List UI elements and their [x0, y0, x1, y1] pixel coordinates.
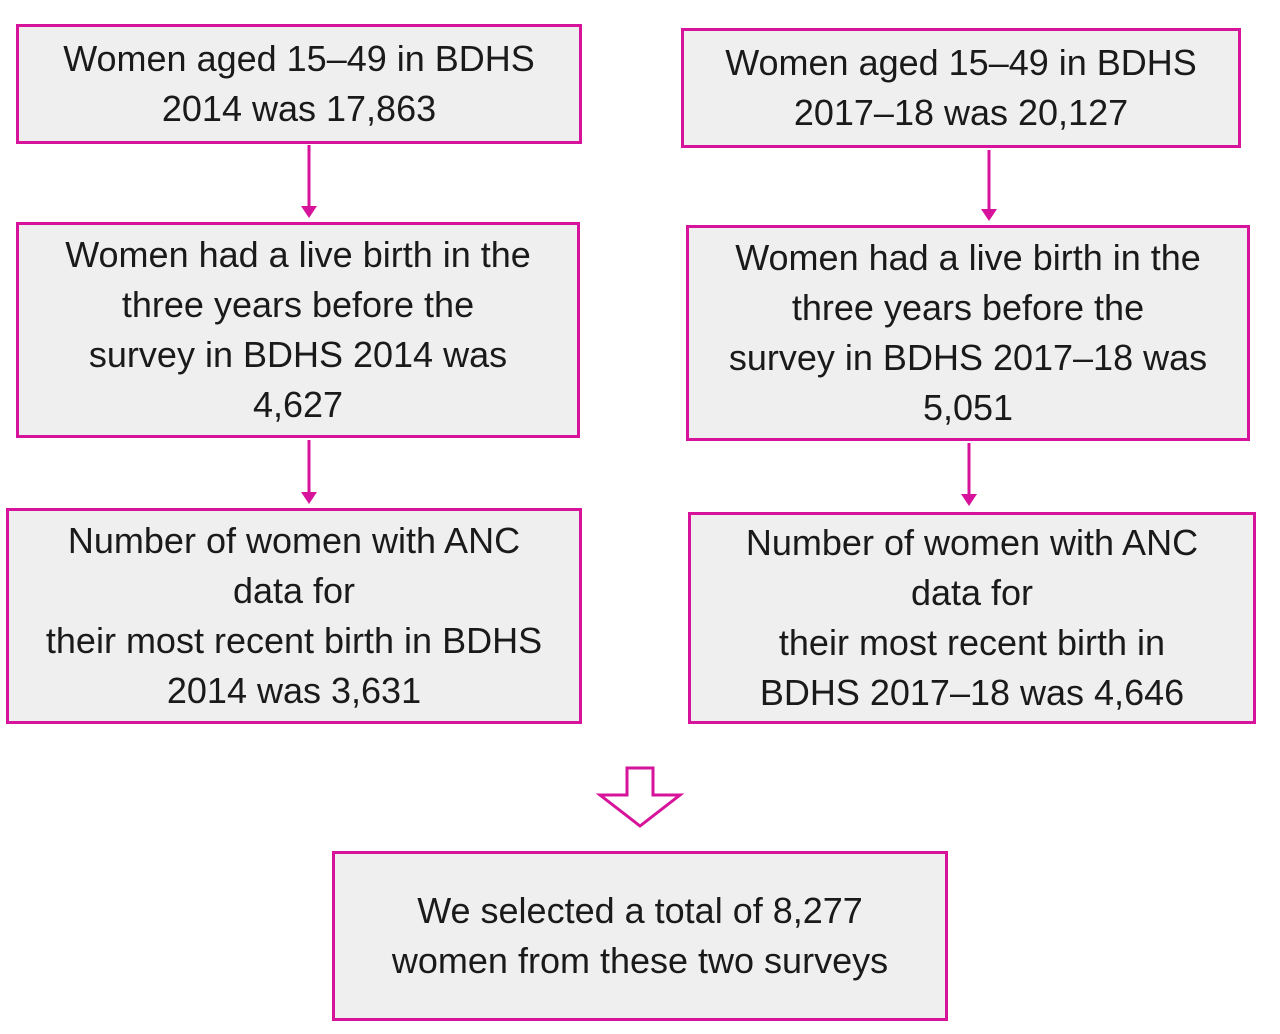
left-step-2-box: Women had a live birth in the three year…	[16, 222, 580, 438]
summary-box: We selected a total of 8,277 women from …	[332, 851, 948, 1021]
right-step-1-text: Women aged 15–49 in BDHS 2017–18 was 20,…	[725, 42, 1197, 133]
left-step-2-text: Women had a live birth in the three year…	[65, 234, 531, 425]
left-step-3-box: Number of women with ANC data for their …	[6, 508, 582, 724]
arrow-down-icon	[301, 440, 317, 504]
summary-text: We selected a total of 8,277 women from …	[391, 890, 889, 981]
arrow-down-icon	[961, 443, 977, 506]
right-step-3-box: Number of women with ANC data for their …	[688, 512, 1256, 724]
left-step-1-text: Women aged 15–49 in BDHS 2014 was 17,863	[63, 38, 535, 129]
right-step-2-box: Women had a live birth in the three year…	[686, 225, 1250, 441]
right-step-3-text: Number of women with ANC data for their …	[745, 522, 1199, 713]
right-step-1-box: Women aged 15–49 in BDHS 2017–18 was 20,…	[681, 28, 1241, 148]
arrow-down-icon	[301, 145, 317, 218]
hollow-arrow-down-icon	[595, 766, 685, 828]
arrow-down-icon	[981, 150, 997, 221]
right-step-2-text: Women had a live birth in the three year…	[728, 237, 1208, 428]
left-step-1-box: Women aged 15–49 in BDHS 2014 was 17,863	[16, 24, 582, 144]
left-step-3-text: Number of women with ANC data for their …	[45, 520, 543, 711]
